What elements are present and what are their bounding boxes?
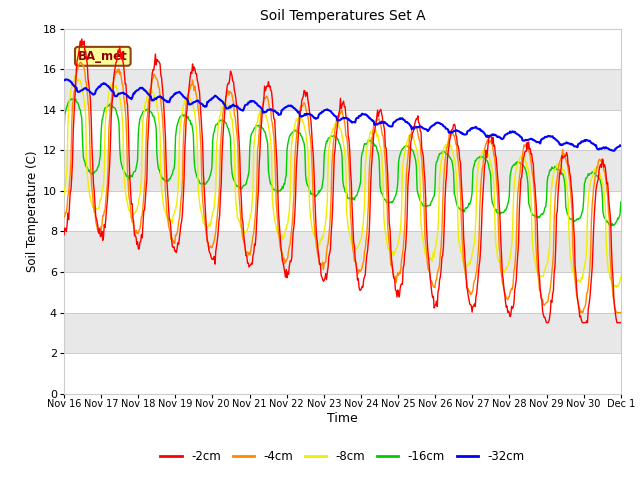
Bar	[64, 272, 621, 312]
Title: Soil Temperatures Set A: Soil Temperatures Set A	[260, 10, 425, 24]
Bar	[64, 69, 621, 110]
Bar	[64, 110, 621, 150]
Bar	[64, 150, 621, 191]
Bar	[64, 353, 621, 394]
Bar	[64, 29, 621, 69]
X-axis label: Time: Time	[327, 412, 358, 425]
Bar	[64, 312, 621, 353]
Bar	[64, 231, 621, 272]
Text: BA_met: BA_met	[78, 50, 127, 63]
Legend: -2cm, -4cm, -8cm, -16cm, -32cm: -2cm, -4cm, -8cm, -16cm, -32cm	[156, 445, 529, 468]
Bar	[64, 191, 621, 231]
Y-axis label: Soil Temperature (C): Soil Temperature (C)	[26, 150, 39, 272]
